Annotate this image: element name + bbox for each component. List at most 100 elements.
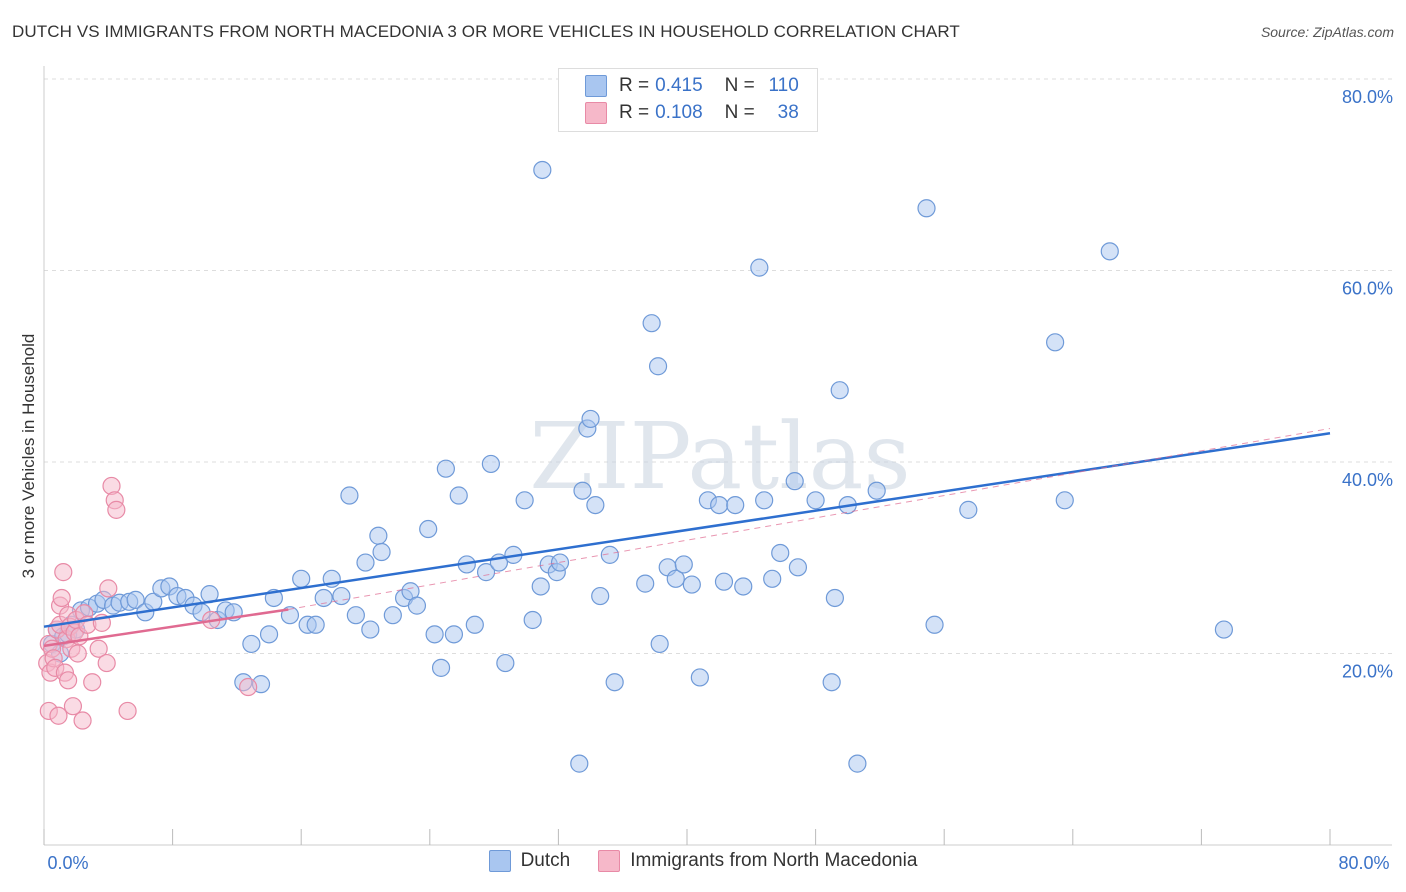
correlation-legend: R = 0.415 N = 110 R = 0.108 N = 38 xyxy=(558,68,818,132)
macedonia-point xyxy=(68,644,87,663)
dutch-point xyxy=(581,409,600,429)
y-tick-label: 20.0% xyxy=(1342,662,1393,682)
legend-row-macedonia: R = 0.108 N = 38 xyxy=(585,100,799,126)
r-value: 0.108 xyxy=(655,102,703,123)
dutch-point xyxy=(361,620,380,639)
n-value: 38 xyxy=(777,102,799,123)
dutch-point xyxy=(444,625,464,644)
macedonia-point xyxy=(54,563,73,582)
chart-title: DUTCH VS IMMIGRANTS FROM NORTH MACEDONIA… xyxy=(12,22,960,41)
dutch-point xyxy=(425,625,444,644)
source-label: Source: ZipAtlas.com xyxy=(1260,24,1394,40)
macedonia-point xyxy=(89,639,108,658)
macedonia-point xyxy=(73,711,92,730)
y-tick-labels: 20.0% 40.0% 60.0% 80.0% xyxy=(1342,87,1393,682)
dutch-point xyxy=(650,634,669,654)
y-axis-label: 3 or more Vehicles in Household xyxy=(19,334,38,579)
dutch-point xyxy=(726,495,745,515)
macedonia-point xyxy=(83,673,102,692)
dutch-point xyxy=(925,615,944,634)
x-tick-label-right: 80.0% xyxy=(1338,853,1389,873)
dutch-point xyxy=(755,491,774,510)
dutch-point xyxy=(476,563,496,582)
dutch-point xyxy=(788,558,808,577)
n-label: N = xyxy=(724,102,755,123)
dutch-point xyxy=(825,588,844,608)
dutch-point xyxy=(750,258,769,277)
dutch-point xyxy=(917,199,936,218)
dutch-point xyxy=(372,542,391,562)
macedonia-point xyxy=(97,653,116,673)
dutch-swatch xyxy=(488,850,511,872)
dutch-point xyxy=(648,357,668,376)
dutch-point xyxy=(1214,620,1234,639)
dutch-point xyxy=(674,555,693,574)
dutch-point xyxy=(605,673,624,692)
n-label: N = xyxy=(724,75,755,96)
dutch-point xyxy=(785,472,804,491)
dutch-point xyxy=(771,543,790,563)
x-tick-label-left: 0.0% xyxy=(47,853,88,873)
dutch-point xyxy=(496,653,515,673)
y-tick-label: 60.0% xyxy=(1342,279,1393,299)
dutch-point xyxy=(591,586,610,606)
dutch-point xyxy=(1046,333,1065,352)
macedonia-trend-extension xyxy=(288,427,1331,610)
dutch-point xyxy=(600,545,619,564)
dutch-point xyxy=(714,572,734,591)
dutch-point xyxy=(407,596,427,615)
dutch-point xyxy=(690,668,709,687)
dutch-point xyxy=(848,754,867,773)
dutch-point xyxy=(959,500,978,519)
dutch-point xyxy=(642,314,661,333)
r-label: R = xyxy=(619,75,650,96)
macedonia-point xyxy=(239,677,258,697)
dutch-point xyxy=(734,577,753,596)
legend-label-dutch: Dutch xyxy=(520,850,571,871)
trend-lines xyxy=(43,427,1331,648)
dutch-point xyxy=(636,574,655,593)
macedonia-point xyxy=(59,671,78,690)
dutch-point xyxy=(586,495,605,515)
dutch-point xyxy=(449,486,468,505)
macedonia-point xyxy=(52,588,71,608)
grid-lines xyxy=(44,78,1392,654)
dutch-point xyxy=(570,754,589,773)
data-points xyxy=(38,160,1234,773)
dutch-point xyxy=(259,625,279,644)
series-legend: Dutch Immigrants from North Macedonia xyxy=(0,850,1406,872)
dutch-point xyxy=(436,459,455,478)
macedonia-point xyxy=(63,697,83,716)
dutch-point xyxy=(573,481,592,500)
dutch-point xyxy=(1100,242,1119,261)
legend-item-macedonia: Immigrants from North Macedonia xyxy=(598,850,917,872)
y-tick-label: 40.0% xyxy=(1342,470,1393,490)
macedonia-point xyxy=(49,706,68,725)
y-tick-label: 80.0% xyxy=(1342,87,1393,107)
macedonia-point xyxy=(107,500,126,519)
dutch-point xyxy=(419,519,438,539)
dutch-point xyxy=(682,575,701,594)
dutch-point xyxy=(763,569,782,588)
macedonia-swatch xyxy=(598,850,621,872)
dutch-point xyxy=(242,634,261,654)
macedonia-point xyxy=(99,579,118,598)
dutch-point xyxy=(431,658,451,677)
dutch-point xyxy=(533,160,552,180)
legend-label-macedonia: Immigrants from North Macedonia xyxy=(630,850,918,871)
dutch-point xyxy=(314,588,333,608)
dutch-swatch xyxy=(585,75,607,97)
dutch-point xyxy=(515,491,534,510)
dutch-point xyxy=(369,526,388,545)
macedonia-trend-line xyxy=(43,608,289,648)
dutch-point xyxy=(710,495,729,515)
dutch-point xyxy=(306,615,325,634)
legend-row-dutch: R = 0.415 N = 110 xyxy=(585,73,799,99)
dutch-point xyxy=(383,606,402,625)
r-value: 0.415 xyxy=(655,75,703,96)
legend-item-dutch: Dutch xyxy=(488,850,571,872)
macedonia-swatch xyxy=(585,102,607,124)
dutch-point xyxy=(666,569,685,588)
dutch-point xyxy=(126,590,145,609)
